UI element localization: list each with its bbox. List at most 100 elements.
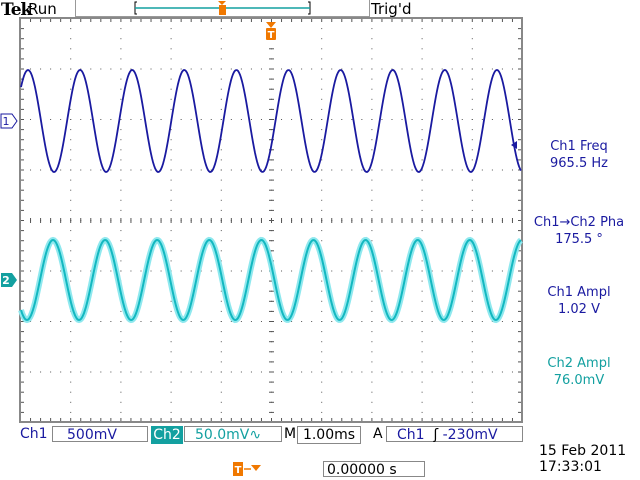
grid-dot <box>120 179 122 181</box>
grid-dot <box>441 218 443 223</box>
grid-dot <box>30 68 32 70</box>
grid-dot <box>471 331 473 333</box>
grid-dot <box>30 418 32 421</box>
grid-dot <box>140 321 142 322</box>
record-view-bar <box>134 1 311 15</box>
grid-dot <box>240 218 242 223</box>
grid-dot <box>451 270 453 272</box>
trigger-settings[interactable]: Ch1 ʃ -230mV <box>386 426 523 443</box>
grid-dot <box>321 361 323 363</box>
grid-dot <box>331 418 333 421</box>
grid-dot <box>120 78 122 80</box>
grid-dot <box>371 68 373 70</box>
ch2-scale[interactable]: 50.0mV∿ <box>184 426 282 443</box>
grid-dot <box>471 139 473 141</box>
grid-dot <box>140 218 142 223</box>
grid-dot <box>401 68 403 70</box>
grid-dot <box>110 218 112 223</box>
grid-dot <box>351 169 353 171</box>
grid-dot <box>518 220 521 221</box>
rising-edge-icon: ʃ <box>433 427 439 443</box>
grid-dot <box>260 218 262 223</box>
grid-dot <box>120 149 122 151</box>
grid-dot <box>421 331 423 333</box>
timebase-value[interactable]: 1.00ms <box>297 426 361 444</box>
grid-dot <box>70 48 72 50</box>
grid-dot <box>269 351 274 353</box>
grid-dot <box>160 19 162 22</box>
grid-dot <box>441 169 443 171</box>
grid-dot <box>321 418 323 421</box>
grid-dot <box>281 169 283 171</box>
grid-dot <box>391 19 393 22</box>
grid-dot <box>451 371 453 373</box>
grid-dot <box>260 169 262 171</box>
grid-dot <box>291 119 293 120</box>
grid-dot <box>190 169 192 171</box>
ch1-label[interactable]: Ch1 <box>20 426 48 442</box>
grid-dot <box>21 371 24 373</box>
grid-dot <box>421 418 423 421</box>
grid-dot <box>518 58 521 60</box>
grid-dot <box>200 19 202 22</box>
grid-dot <box>21 240 24 242</box>
ch1-marker[interactable]: 1 <box>0 113 18 129</box>
grid-dot <box>301 68 303 70</box>
grid-dot <box>30 169 32 171</box>
grid-dot <box>321 351 323 353</box>
grid-dot <box>501 68 503 70</box>
grid-dot <box>471 260 473 262</box>
trigger-level-icon <box>511 141 517 149</box>
grid-dot <box>421 48 423 50</box>
grid-dot <box>471 418 473 421</box>
grid-dot <box>180 68 182 70</box>
grid-dot <box>160 68 162 70</box>
grid-dot <box>391 68 393 70</box>
grid-dot <box>491 418 493 421</box>
grid-dot <box>120 199 122 201</box>
svg-text:T: T <box>268 30 275 41</box>
grid-dot <box>361 270 363 272</box>
grid-dot <box>160 418 162 421</box>
grid-dot <box>170 149 172 151</box>
time: 17:33:01 <box>539 459 602 475</box>
grid-dot <box>371 411 373 413</box>
grid-dot <box>70 119 72 120</box>
grid-dot <box>421 199 423 201</box>
ch2-label[interactable]: Ch2 <box>151 426 183 444</box>
grid-dot <box>220 199 222 201</box>
grid-dot <box>371 418 373 421</box>
grid-dot <box>21 98 24 100</box>
grid-dot <box>50 119 52 120</box>
ch1-scale[interactable]: 500mV <box>52 426 148 443</box>
trigger-position-value[interactable]: 0.00000 s <box>323 461 425 478</box>
grid-dot <box>471 159 473 161</box>
grid-dot <box>501 321 503 322</box>
grid-dot <box>269 220 274 221</box>
ch2-marker[interactable]: 2 <box>1 273 17 287</box>
grid-dot <box>421 381 423 383</box>
grid-dot <box>170 218 172 223</box>
grid-dot <box>220 351 222 353</box>
grid-dot <box>291 169 293 171</box>
grid-dot <box>190 371 192 373</box>
grid-dot <box>180 19 182 22</box>
grid-dot <box>471 270 473 272</box>
grid-dot <box>50 19 52 22</box>
grid-dot <box>518 139 521 141</box>
grid-dot <box>518 260 521 262</box>
grid-dot <box>170 159 172 161</box>
grid-dot <box>371 240 373 242</box>
grid-dot <box>421 19 423 22</box>
brand-logo: Tek <box>1 0 32 20</box>
grid-dot <box>471 401 473 403</box>
grid-dot <box>170 28 172 30</box>
grid-dot <box>291 270 293 272</box>
grid-dot <box>210 270 212 272</box>
grid-dot <box>220 179 222 181</box>
grid-dot <box>120 48 122 50</box>
grid-dot <box>311 218 313 223</box>
grid-dot <box>21 169 24 171</box>
grid-dot <box>250 19 252 22</box>
svg-text:2: 2 <box>2 274 10 287</box>
